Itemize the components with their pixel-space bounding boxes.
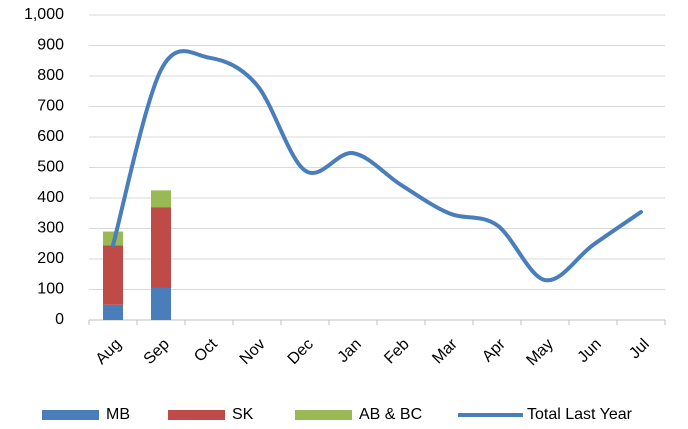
- y-tick-label: 400: [37, 189, 64, 206]
- line: [111, 49, 643, 283]
- x-tick-label: Apr: [479, 335, 509, 365]
- y-tick-label: 100: [37, 281, 64, 298]
- y-tick-label: 700: [37, 98, 64, 115]
- y-tick-label: 200: [37, 250, 64, 267]
- bar: [151, 287, 171, 320]
- legend-label: Total Last Year: [527, 406, 633, 423]
- y-tick-label: 300: [37, 220, 64, 237]
- legend-label: MB: [106, 406, 130, 423]
- legend-label: AB & BC: [359, 406, 422, 423]
- legend-label: SK: [232, 406, 254, 423]
- x-tick-label: Mar: [429, 335, 461, 367]
- legend-swatch: [295, 410, 352, 420]
- x-tick-label: May: [523, 336, 556, 369]
- bar: [151, 207, 171, 288]
- x-tick-label: Sep: [141, 336, 173, 368]
- x-tick-label: Oct: [191, 335, 221, 365]
- y-tick-label: 600: [37, 128, 64, 145]
- bar: [151, 190, 171, 208]
- y-tick-label: 900: [37, 37, 64, 54]
- bar: [103, 245, 123, 305]
- legend-swatch: [168, 410, 225, 420]
- x-tick-label: Feb: [381, 336, 413, 368]
- x-tick-label: Jul: [626, 336, 652, 362]
- bar: [103, 304, 123, 320]
- x-tick-label: Nov: [237, 336, 269, 368]
- y-tick-label: 1,000: [24, 6, 64, 23]
- y-tick-label: 800: [37, 67, 64, 84]
- x-tick-label: Aug: [93, 336, 125, 368]
- x-tick-label: Dec: [285, 336, 317, 368]
- x-tick-label: Jan: [335, 336, 365, 366]
- y-tick-label: 500: [37, 159, 64, 176]
- x-tick-label: Jun: [575, 336, 605, 366]
- y-tick-label: 0: [55, 311, 64, 328]
- legend-swatch: [42, 410, 99, 420]
